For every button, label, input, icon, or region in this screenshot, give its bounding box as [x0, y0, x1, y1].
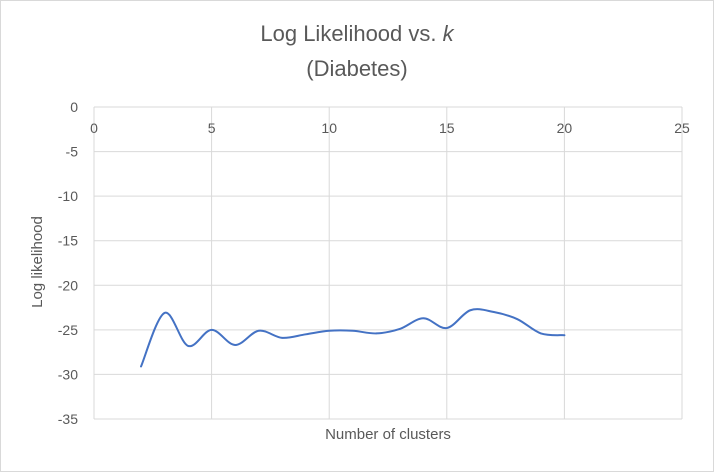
data-point: [493, 311, 495, 313]
data-point: [257, 329, 260, 332]
data-point: [351, 329, 354, 332]
series-line-0: [140, 308, 566, 368]
y-tick-label: -25: [58, 322, 78, 338]
data-point: [446, 327, 448, 329]
data-point: [281, 337, 283, 339]
x-tick-label: 0: [90, 120, 98, 136]
data-point: [398, 328, 401, 330]
chart-subtitle: (Diabetes): [306, 56, 407, 81]
y-tick-label: 0: [70, 99, 78, 115]
data-point: [234, 344, 236, 346]
data-point: [469, 309, 472, 312]
data-point: [304, 333, 307, 336]
x-axis-title: Number of clusters: [325, 426, 451, 443]
y-tick-label: -20: [58, 277, 78, 293]
data-point: [187, 345, 189, 347]
data-point: [540, 332, 542, 335]
y-axis-title: Log likelihood: [29, 216, 46, 308]
data-point: [422, 317, 425, 320]
series-group: [140, 308, 566, 368]
y-tick-label: -15: [58, 233, 78, 249]
data-point: [516, 318, 519, 320]
gridlines: [93, 106, 683, 420]
chart-title: Log Likelihood vs. k: [260, 21, 454, 46]
y-tick-label: -35: [58, 411, 78, 427]
x-tick-label: 15: [439, 120, 455, 136]
x-tick-label: 25: [674, 120, 690, 136]
y-tick-label: -10: [58, 188, 78, 204]
x-tick-label: 10: [321, 120, 337, 136]
x-axis-ticks: 0 5 10 15 20 25: [90, 120, 690, 136]
y-tick-label: -5: [66, 144, 79, 160]
data-point: [140, 365, 142, 368]
data-point: [375, 332, 378, 335]
chart-title-text: Log Likelihood vs.: [260, 21, 442, 46]
y-axis-ticks: 0 -5 -10 -15 -20 -25 -30 -35: [58, 99, 78, 427]
x-tick-label: 5: [208, 120, 216, 136]
y-tick-label: -30: [58, 366, 78, 382]
data-point: [210, 329, 213, 331]
chart-title-italic: k: [443, 21, 455, 46]
data-point: [328, 329, 331, 332]
data-point: [563, 334, 566, 337]
x-tick-label: 20: [557, 120, 573, 136]
data-point: [163, 312, 166, 314]
